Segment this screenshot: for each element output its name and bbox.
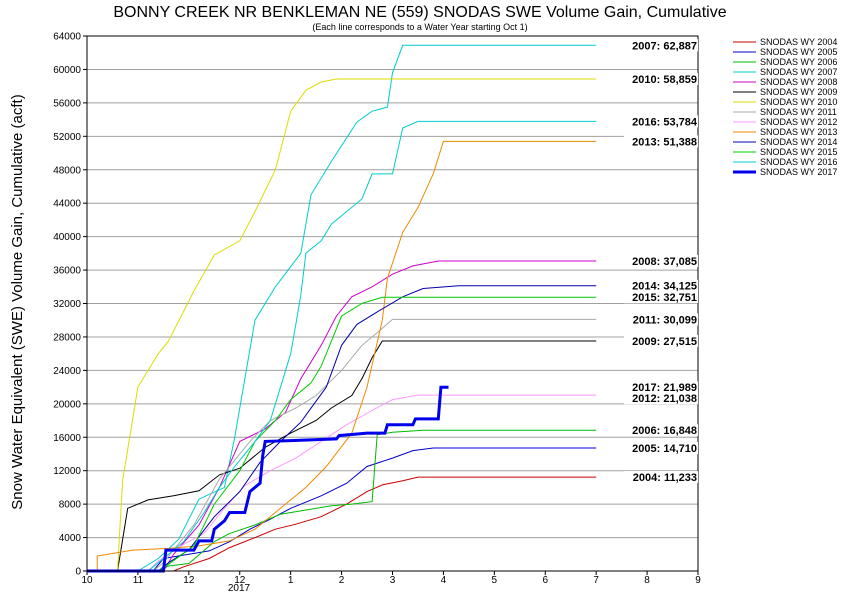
- legend-label: SNODAS WY 2015: [760, 147, 837, 157]
- end-labels: 2007: 62,887 2010: 58,859 2016: 53,784 2013…: [624, 39, 698, 484]
- series-line: [87, 296, 597, 572]
- end-label-background: [624, 72, 698, 85]
- series-end-label: 2014: 34,125: [632, 281, 697, 293]
- series-end-label: 2010: 58,859: [632, 74, 697, 86]
- y-tick-label: 28000: [53, 332, 81, 343]
- y-tick-label: 20000: [53, 399, 81, 410]
- end-label-background: [624, 254, 698, 267]
- x-tick-label: 3: [390, 575, 396, 586]
- chart-title: BONNY CREEK NR BENKLEMAN NE (559) SNODAS…: [113, 4, 726, 21]
- end-label-background: [624, 471, 698, 484]
- y-tick-label: 12000: [53, 466, 81, 477]
- y-tick-label: 4000: [59, 533, 82, 544]
- end-label-background: [624, 442, 698, 455]
- x-tick-label: 9: [695, 575, 701, 586]
- legend-label: SNODAS WY 2008: [760, 77, 837, 87]
- y-tick-label: 60000: [53, 65, 81, 76]
- y-tick-label: 32000: [53, 299, 81, 310]
- series-end-label: 2004: 11,233: [633, 472, 697, 484]
- legend-label: SNODAS WY 2014: [760, 137, 837, 147]
- end-label-background: [624, 279, 698, 292]
- series-line: [87, 340, 597, 572]
- y-tick-label: 36000: [53, 266, 81, 277]
- series-line: [87, 429, 597, 572]
- y-tick-label: 52000: [53, 132, 81, 143]
- legend-label: SNODAS WY 2013: [760, 127, 837, 137]
- legend-label: SNODAS WY 2010: [760, 97, 837, 107]
- year-label: 2017: [228, 583, 251, 594]
- y-tick-label: 40000: [53, 232, 81, 243]
- series-line: [87, 318, 597, 572]
- end-label-background: [624, 291, 698, 304]
- legend-label: SNODAS WY 2009: [760, 87, 837, 97]
- series-line: [87, 140, 597, 572]
- series-line: [87, 394, 597, 572]
- series-line: [87, 44, 597, 572]
- series-line: [87, 78, 597, 572]
- x-tick-label: 6: [542, 575, 548, 586]
- grid: [87, 35, 698, 572]
- y-tick-label: 64000: [53, 32, 81, 43]
- legend-label: SNODAS WY 2017: [760, 167, 837, 177]
- x-tick-label: 5: [492, 575, 498, 586]
- x-tick-label: 1: [288, 575, 294, 586]
- series-end-label: 2017: 21,989: [632, 382, 697, 394]
- x-tick-label: 10: [81, 575, 93, 586]
- end-label-background: [624, 39, 698, 52]
- x-tick-label: 2: [339, 575, 345, 586]
- end-label-background: [624, 135, 698, 148]
- series-end-label: 2015: 32,751: [632, 292, 697, 304]
- series-end-label: 2008: 37,085: [632, 256, 697, 268]
- y-tick-label: 56000: [53, 98, 81, 109]
- series-end-label: 2006: 16,848: [632, 425, 697, 437]
- end-label-background: [624, 313, 698, 326]
- x-tick-label: 7: [593, 575, 599, 586]
- series-line: [87, 385, 449, 573]
- legend-label: SNODAS WY 2012: [760, 117, 837, 127]
- series-end-label: 2013: 51,388: [632, 136, 697, 148]
- series-end-label: 2007: 62,887: [632, 40, 697, 52]
- series-end-label: 2009: 27,515: [632, 336, 697, 348]
- legend-label: SNODAS WY 2007: [760, 67, 837, 77]
- x-tick-label: 12: [234, 575, 246, 586]
- series-line: [87, 447, 597, 572]
- y-tick-label: 48000: [53, 165, 81, 176]
- series-line: [87, 120, 597, 572]
- x-tick-label: 11: [133, 575, 144, 586]
- end-label-background: [624, 392, 698, 405]
- end-label-background: [624, 115, 698, 128]
- legend-label: SNODAS WY 2006: [760, 57, 837, 67]
- series-line: [87, 260, 597, 572]
- series-end-label: 2012: 21,038: [632, 393, 697, 405]
- x-tick-label: 8: [644, 575, 650, 586]
- series-lines: [87, 44, 597, 573]
- y-tick-label: 0: [75, 567, 81, 578]
- series-end-label: 2005: 14,710: [632, 443, 697, 455]
- x-tick-label: 4: [441, 575, 447, 586]
- series-end-label: 2016: 53,784: [632, 116, 698, 128]
- series-line: [87, 476, 597, 572]
- y-axis-label: Snow Water Equivalent (SWE) Volume Gain,…: [9, 94, 26, 509]
- legend-label: SNODAS WY 2005: [760, 47, 837, 57]
- x-axis-ticks: 10 11 12 12 1 2 3 4 5 6 7 8 9: [81, 571, 701, 586]
- legend-label: SNODAS WY 2011: [760, 107, 837, 117]
- y-tick-label: 16000: [53, 433, 81, 444]
- x-tick-label: 12: [183, 575, 195, 586]
- y-axis-ticks: 0 4000 8000 12000 16000 20000 24000 28000 32000 3…: [53, 32, 87, 578]
- legend-label: SNODAS WY 2016: [760, 157, 837, 167]
- y-tick-label: 24000: [53, 366, 81, 377]
- y-tick-label: 44000: [53, 199, 81, 210]
- end-label-background: [624, 381, 698, 394]
- y-tick-label: 8000: [59, 500, 82, 511]
- chart-subtitle: (Each line corresponds to a Water Year s…: [312, 22, 527, 32]
- end-label-background: [624, 424, 698, 437]
- legend-label: SNODAS WY 2004: [760, 37, 837, 47]
- end-label-background: [624, 334, 698, 347]
- series-end-label: 2011: 30,099: [633, 314, 697, 326]
